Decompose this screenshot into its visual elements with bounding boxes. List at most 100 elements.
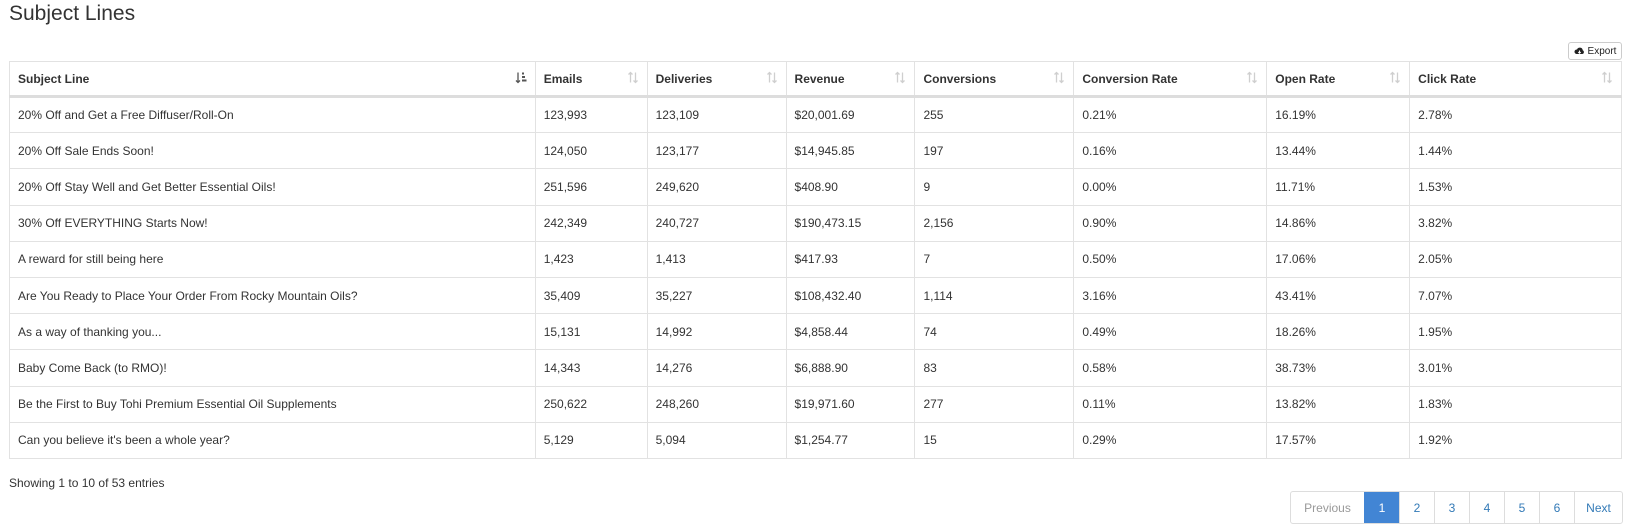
table-row: Are You Ready to Place Your Order From R…: [9, 276, 1622, 315]
column-header-label: Conversions: [923, 71, 997, 86]
table-row: A reward for still being here 1,423 1,413 $…: [9, 240, 1622, 278]
column-header-deliveries[interactable]: Deliveries: [646, 61, 787, 98]
table-cell: 14,276: [646, 349, 787, 387]
table-cell: 7.07%: [1409, 276, 1622, 315]
subject-lines-table: Subject Line Emails Deliveries Revenue Conve…: [9, 61, 1622, 459]
table-cell: 1,423: [534, 240, 648, 278]
table-cell: 249,620: [646, 168, 787, 206]
table-row: Be the First to Buy Tohi Premium Essenti…: [9, 385, 1622, 423]
table-cell: 1,413: [646, 240, 787, 278]
table-cell: 11.71%: [1266, 168, 1411, 206]
table-cell: $6,888.90: [785, 349, 916, 387]
table-header-row: Subject Line Emails Deliveries Revenue Conve…: [9, 61, 1622, 98]
table-cell: 1.95%: [1409, 313, 1622, 351]
table-cell: 13.44%: [1266, 132, 1411, 170]
table-cell: $417.93: [785, 240, 916, 278]
column-header-label: Click Rate: [1418, 71, 1477, 86]
pagination-page-1[interactable]: 1: [1364, 492, 1399, 523]
table-cell: 15,131: [534, 313, 648, 351]
table-cell: 0.11%: [1073, 385, 1268, 423]
table-row: Can you believe it's been a whole year? 5…: [9, 421, 1622, 459]
table-info-status: Showing 1 to 10 of 53 entries: [9, 476, 165, 490]
column-header-label: Revenue: [794, 71, 845, 86]
table-cell: 9: [914, 168, 1075, 206]
table-cell: $1,254.77: [785, 421, 916, 459]
table-body: 20% Off and Get a Free Diffuser/Roll-On 1…: [9, 95, 1622, 459]
table-cell: 1.83%: [1409, 385, 1622, 423]
column-header-label: Emails: [543, 71, 583, 86]
pagination-page-6[interactable]: 6: [1539, 492, 1574, 523]
pagination-previous[interactable]: Previous: [1304, 500, 1351, 515]
column-header-label: Conversion Rate: [1082, 71, 1178, 86]
column-header-conversions[interactable]: Conversions: [914, 61, 1075, 98]
table-cell: $408.90: [785, 168, 916, 206]
table-cell: 197: [914, 132, 1075, 170]
column-header-emails[interactable]: Emails: [534, 61, 648, 98]
table-cell: 17.06%: [1266, 240, 1411, 278]
table-cell: 0.29%: [1073, 421, 1268, 459]
table-cell: 3.16%: [1073, 276, 1268, 315]
pagination-page-4[interactable]: 4: [1469, 492, 1504, 523]
table-cell: 240,727: [646, 204, 787, 242]
table-cell: Baby Come Back (to RMO)!: [9, 349, 536, 387]
sort-both-icon[interactable]: [766, 71, 778, 86]
pagination-page-3[interactable]: 3: [1434, 492, 1469, 523]
table-cell: 14,343: [534, 349, 648, 387]
sort-both-icon[interactable]: [1389, 71, 1401, 86]
column-header-open-rate[interactable]: Open Rate: [1266, 61, 1411, 98]
column-header-label: Open Rate: [1275, 71, 1336, 86]
table-cell: 0.00%: [1073, 168, 1268, 206]
pagination-page-2[interactable]: 2: [1399, 492, 1434, 523]
table-cell: 250,622: [534, 385, 648, 423]
table-cell: 5,094: [646, 421, 787, 459]
table-cell: 0.21%: [1073, 95, 1268, 134]
pagination: Previous 1 2 3 4 5 6 Next: [1290, 491, 1623, 524]
pagination-page-5[interactable]: 5: [1504, 492, 1539, 523]
table-cell: 74: [914, 313, 1075, 351]
table-cell: 0.90%: [1073, 204, 1268, 242]
table-row: Baby Come Back (to RMO)! 14,343 14,276 $6,8…: [9, 349, 1622, 387]
table-cell: As a way of thanking you...: [9, 313, 536, 351]
column-header-subject-line[interactable]: Subject Line: [9, 61, 536, 98]
table-cell: 3.82%: [1409, 204, 1622, 242]
page-title: Subject Lines: [9, 2, 136, 25]
sort-ascending-icon[interactable]: [515, 71, 527, 86]
table-cell: 18.26%: [1266, 313, 1411, 351]
table-cell: 14,992: [646, 313, 787, 351]
table-cell: 0.50%: [1073, 240, 1268, 278]
table-cell: 7: [914, 240, 1075, 278]
table-row: 20% Off Stay Well and Get Better Essenti…: [9, 168, 1622, 206]
column-header-conversion-rate[interactable]: Conversion Rate: [1073, 61, 1268, 98]
table-cell: Are You Ready to Place Your Order From R…: [9, 276, 536, 315]
cloud-download-icon: [1574, 47, 1585, 56]
table-cell: 5,129: [534, 421, 648, 459]
table-cell: $14,945.85: [785, 132, 916, 170]
export-label: Export: [1587, 45, 1617, 57]
sort-both-icon[interactable]: [1601, 71, 1613, 86]
table-cell: 1.53%: [1409, 168, 1622, 206]
table-cell: $20,001.69: [785, 95, 916, 134]
table-cell: 0.16%: [1073, 132, 1268, 170]
sort-both-icon[interactable]: [894, 71, 906, 86]
table-row: 20% Off Sale Ends Soon! 124,050 123,177 $14…: [9, 132, 1622, 170]
table-cell: 16.19%: [1266, 95, 1411, 134]
sort-both-icon[interactable]: [627, 71, 639, 86]
table-cell: 2.05%: [1409, 240, 1622, 278]
table-cell: 255: [914, 95, 1075, 134]
pagination-next[interactable]: Next: [1574, 492, 1622, 523]
sort-both-icon[interactable]: [1053, 71, 1065, 86]
table-cell: Can you believe it's been a whole year?: [9, 421, 536, 459]
table-cell: 3.01%: [1409, 349, 1622, 387]
table-cell: 123,109: [646, 95, 787, 134]
export-button[interactable]: Export: [1568, 42, 1622, 60]
table-cell: 43.41%: [1266, 276, 1411, 315]
column-header-revenue[interactable]: Revenue: [785, 61, 916, 98]
column-header-click-rate[interactable]: Click Rate: [1409, 61, 1622, 98]
table-cell: 30% Off EVERYTHING Starts Now!: [9, 204, 536, 242]
table-cell: $4,858.44: [785, 313, 916, 351]
table-cell: 1.44%: [1409, 132, 1622, 170]
table-row: As a way of thanking you... 15,131 14,992 $…: [9, 313, 1622, 351]
sort-both-icon[interactable]: [1246, 71, 1258, 86]
table-cell: 277: [914, 385, 1075, 423]
column-header-label: Deliveries: [655, 71, 713, 86]
